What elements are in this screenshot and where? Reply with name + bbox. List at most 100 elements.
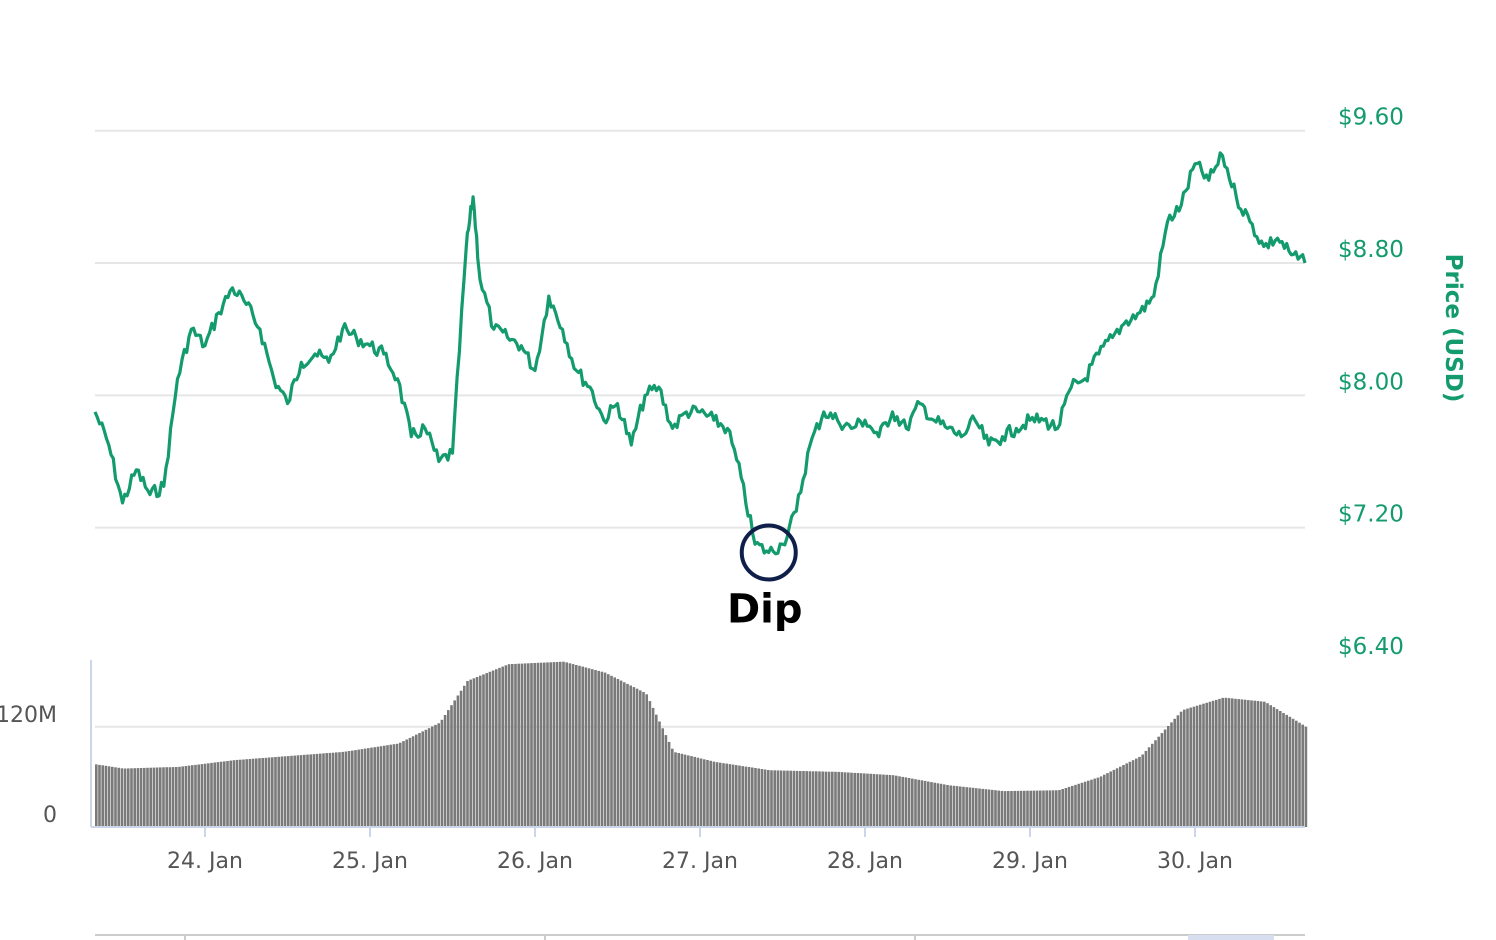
volume-bar xyxy=(923,780,927,827)
volume-bar xyxy=(536,662,540,827)
volume-bar xyxy=(754,768,757,827)
navigator-handle[interactable] xyxy=(1188,935,1274,940)
volume-bar xyxy=(434,724,437,827)
volume-bar xyxy=(1279,711,1282,827)
volume-bar xyxy=(1000,790,1004,827)
dip-marker-circle xyxy=(739,523,798,582)
volume-bar xyxy=(834,771,837,827)
volume-bar xyxy=(283,756,287,827)
x-tick-label: 27. Jan xyxy=(662,849,738,874)
volume-bar xyxy=(165,767,168,827)
volume-bar xyxy=(379,746,383,827)
volume-bar xyxy=(978,788,981,827)
volume-bar xyxy=(687,755,690,827)
volume-bar xyxy=(562,661,565,827)
volume-bar xyxy=(1090,779,1093,827)
volume-bar xyxy=(399,742,402,827)
volume-bar xyxy=(479,675,482,827)
volume-bar xyxy=(511,664,514,827)
volume-bar xyxy=(335,752,338,827)
volume-bar xyxy=(1048,790,1052,827)
volume-bar xyxy=(549,662,552,827)
volume-bar xyxy=(203,763,207,827)
volume-bar xyxy=(171,767,175,827)
volume-bar xyxy=(840,772,844,827)
volume-bar xyxy=(184,766,188,827)
price-tick-label: $8.80 xyxy=(1338,237,1404,263)
volume-bar xyxy=(191,765,194,827)
volume-bar xyxy=(277,756,280,827)
volume-bar xyxy=(107,766,111,827)
volume-bar xyxy=(309,754,312,827)
volume-bar xyxy=(271,757,274,827)
volume-bar xyxy=(427,728,431,827)
volume-bar xyxy=(187,765,191,827)
volume-bar xyxy=(1013,790,1016,827)
volume-bar xyxy=(731,764,735,827)
volume-bar xyxy=(1141,754,1144,827)
volume-bar xyxy=(1045,790,1048,827)
volume-bar xyxy=(210,762,213,827)
volume-bar xyxy=(1115,768,1119,827)
volume-bar xyxy=(904,777,908,827)
volume-bar xyxy=(1167,726,1170,827)
volume-bar xyxy=(709,760,712,827)
volume-bar xyxy=(639,690,642,827)
volume-bar xyxy=(939,783,943,827)
volume-bar xyxy=(1023,790,1026,827)
volume-bar xyxy=(1055,790,1058,827)
volume-bar xyxy=(1215,699,1218,827)
volume-bar xyxy=(943,784,946,827)
volume-bar xyxy=(293,755,296,827)
volume-bar xyxy=(911,778,914,827)
volume-bar xyxy=(795,770,799,827)
volume-bar xyxy=(975,788,978,827)
volume-bar xyxy=(773,770,776,827)
volume-bar xyxy=(1122,765,1125,827)
volume-bar xyxy=(1269,705,1272,827)
volume-bar xyxy=(226,761,229,827)
volume-bar xyxy=(440,719,444,827)
volume-bar xyxy=(306,754,309,827)
volume-bar xyxy=(255,758,258,827)
volume-bar xyxy=(1071,785,1074,827)
volume-bar xyxy=(802,771,805,827)
volume-bar xyxy=(600,671,604,827)
volume-bar xyxy=(296,755,300,827)
volume-bar xyxy=(578,665,581,827)
volume-bar xyxy=(594,670,597,827)
volume-bar xyxy=(159,767,162,827)
volume-bar xyxy=(363,748,367,827)
volume-bar xyxy=(658,721,661,827)
volume-bar xyxy=(1231,698,1234,827)
volume-bar xyxy=(994,790,997,827)
volume-bar xyxy=(1234,698,1237,827)
volume-bar xyxy=(1019,790,1023,827)
volume-bar xyxy=(482,674,485,827)
volume-bar xyxy=(357,749,360,827)
volume-bar xyxy=(1096,777,1100,827)
volume-bar xyxy=(117,767,120,827)
volume-bar xyxy=(815,771,818,827)
volume-bar xyxy=(1131,760,1135,827)
volume-bar xyxy=(735,765,738,827)
volume-bar xyxy=(1291,718,1295,827)
volume-bar xyxy=(146,767,149,827)
volume-bar xyxy=(971,787,975,827)
volume-bar xyxy=(757,768,760,827)
volume-bar xyxy=(251,758,255,827)
volume-bar xyxy=(543,662,546,827)
price-gridlines xyxy=(95,129,1305,529)
volume-bar xyxy=(955,786,959,827)
volume-bar xyxy=(811,771,815,827)
volume-bar xyxy=(645,694,648,827)
volume-bar xyxy=(792,770,796,827)
volume-bar xyxy=(498,667,501,827)
volume-bar xyxy=(133,768,136,827)
volume-bar xyxy=(885,774,888,827)
volume-bar xyxy=(927,781,930,827)
volume-bar xyxy=(1275,709,1279,827)
volume-bar xyxy=(680,753,684,827)
volume-bar xyxy=(805,771,808,827)
volume-bar xyxy=(674,752,677,827)
